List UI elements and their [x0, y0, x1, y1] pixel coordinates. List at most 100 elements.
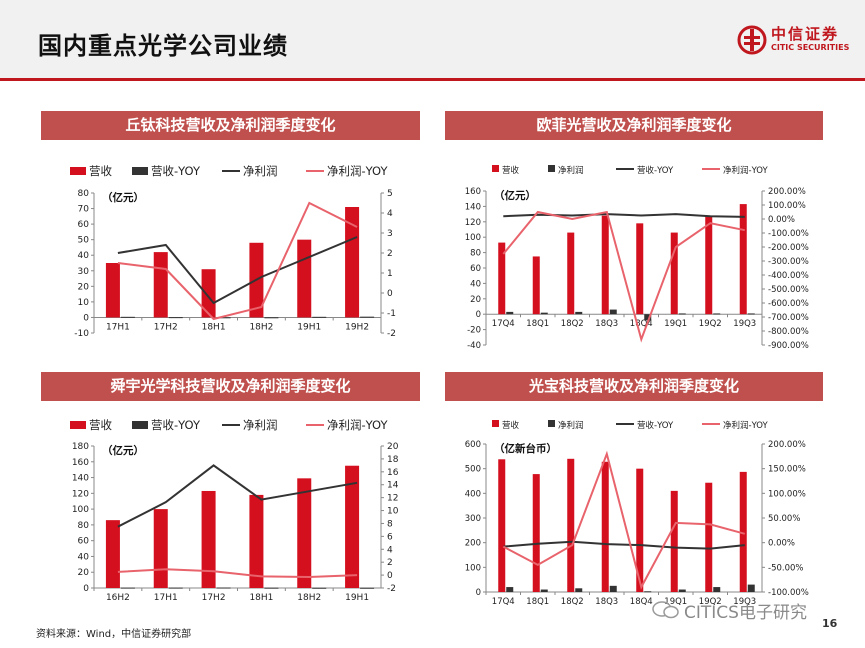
legend-label: 营收-YOY	[637, 420, 674, 431]
y-tick-label: 0	[83, 584, 89, 594]
bar-primary	[153, 509, 168, 588]
y2-tick-label: -2	[387, 329, 396, 339]
line-secondary	[502, 210, 745, 343]
y-tick-label: 160	[72, 458, 89, 468]
y-tick-label: 10	[78, 298, 90, 308]
y2-tick-label: 0.00%	[768, 215, 795, 225]
x-tick-label: 19Q3	[733, 319, 756, 329]
x-tick-label: 18Q2	[561, 319, 584, 329]
y2-tick-label: 100.00%	[768, 489, 806, 499]
line-primary	[503, 213, 745, 218]
bar-secondary	[264, 317, 279, 319]
bar-primary	[153, 252, 168, 318]
legend-label: 净利润-YOY	[327, 418, 388, 432]
y2-tick-label: -50.00%	[768, 563, 803, 573]
bar-secondary	[506, 587, 514, 592]
chart-ofilm: 营收 净利润 营收-YOY 净利润-YOY （亿元） 160 140 120 100 80 60 40…	[465, 165, 809, 351]
bar-secondary	[609, 309, 617, 315]
x-tick-label: 17Q4	[492, 319, 515, 329]
bar-primary	[249, 494, 264, 588]
x-tick-label: 18Q4	[630, 597, 653, 607]
bar-primary	[105, 520, 120, 588]
bar-primary	[498, 459, 506, 592]
x-tick-label: 19H1	[297, 322, 321, 332]
y-tick-label: 20	[470, 295, 481, 305]
x-tick-label: 19Q2	[699, 319, 722, 329]
bar-primary	[345, 465, 360, 588]
y2-tick-label: -400.00%	[768, 271, 809, 281]
x-tick-label: 18Q2	[561, 597, 584, 607]
legend-swatch	[132, 167, 148, 175]
y2-tick-label: 150.00%	[768, 465, 806, 475]
bar-secondary	[713, 587, 721, 592]
legend-swatch	[548, 165, 555, 172]
x-tick-label: 18Q4	[630, 319, 653, 329]
bar-secondary	[312, 587, 327, 589]
y2-tick-label: 10	[387, 507, 399, 517]
legend-swatch	[492, 420, 499, 427]
y-tick-label: 200	[465, 539, 481, 549]
unit-label: （亿元）	[102, 191, 144, 204]
bar-secondary	[609, 585, 617, 592]
y2-tick-label: -100.00%	[768, 588, 809, 598]
x-tick-label: 19H1	[345, 593, 369, 603]
line-primary	[117, 464, 358, 528]
legend-label: 净利润	[558, 420, 584, 431]
y2-tick-label: -2	[387, 584, 396, 594]
bar-primary	[201, 490, 216, 588]
y2-tick-label: -100.00%	[768, 229, 809, 239]
y2-tick-label: 5	[387, 189, 393, 199]
x-tick-label: 18Q1	[526, 319, 549, 329]
x-tick-label: 18H1	[249, 593, 273, 603]
legend-label: 净利润	[243, 418, 278, 432]
x-tick-label: 18H2	[297, 593, 321, 603]
x-tick-label: 18H1	[202, 322, 226, 332]
y-tick-label: 60	[78, 537, 90, 547]
bar-secondary	[360, 587, 375, 589]
y2-tick-label: -800.00%	[768, 327, 809, 337]
y-tick-label: 160	[465, 187, 481, 197]
panel-title-ofilm: 欧菲光营收及净利润季度变化	[445, 111, 823, 140]
bar-secondary	[168, 587, 183, 589]
bar-primary	[636, 223, 644, 315]
legend-label: 营收-YOY	[151, 418, 201, 432]
bar-primary	[297, 478, 312, 588]
legend-label: 营收-YOY	[637, 165, 674, 176]
y-tick-label: 50	[78, 236, 90, 246]
legend-swatch	[492, 165, 499, 172]
line-primary	[503, 540, 745, 550]
legend-label: 净利润	[243, 164, 278, 178]
bar-primary	[105, 263, 120, 318]
y-tick-label: 180	[72, 442, 89, 452]
bar-secondary	[312, 316, 327, 318]
legend-label: 净利润-YOY	[723, 165, 769, 176]
y2-tick-label: 0	[387, 289, 393, 299]
wechat-watermark-icon	[652, 601, 679, 619]
y2-tick-label: -900.00%	[768, 341, 809, 351]
y-tick-label: -20	[467, 326, 481, 336]
bar-secondary	[575, 588, 583, 592]
bar-secondary	[168, 317, 183, 319]
unit-label: （亿元）	[102, 444, 144, 457]
legend-swatch	[70, 421, 86, 429]
bar-primary	[601, 461, 609, 592]
chart-sunny-optical: 营收 营收-YOY 净利润 净利润-YOY（亿元）180160140120100806…	[70, 418, 399, 603]
y-tick-label: -40	[467, 341, 481, 351]
bar-primary	[739, 204, 747, 315]
y-tick-label: 500	[465, 465, 481, 475]
citic-logo-mark-icon	[737, 25, 767, 55]
x-tick-label: 18Q1	[526, 597, 549, 607]
x-tick-label: 19Q1	[664, 597, 687, 607]
chart-lite-on: 营收 净利润 营收-YOY 净利润-YOY （亿新台币） 600 500 400 300 200 1…	[465, 420, 809, 607]
bar-primary	[739, 471, 747, 592]
y-tick-label: 80	[78, 521, 90, 531]
bar-secondary	[540, 589, 548, 592]
legend-label: 营收	[502, 165, 520, 176]
page-number: 16	[822, 617, 838, 630]
y2-tick-label: 16	[387, 468, 399, 478]
bar-secondary	[678, 313, 686, 315]
y2-tick-label: 200.00%	[768, 440, 806, 450]
y-tick-label: 140	[465, 202, 481, 212]
legend-label: 净利润-YOY	[327, 164, 388, 178]
bar-secondary	[120, 587, 135, 589]
